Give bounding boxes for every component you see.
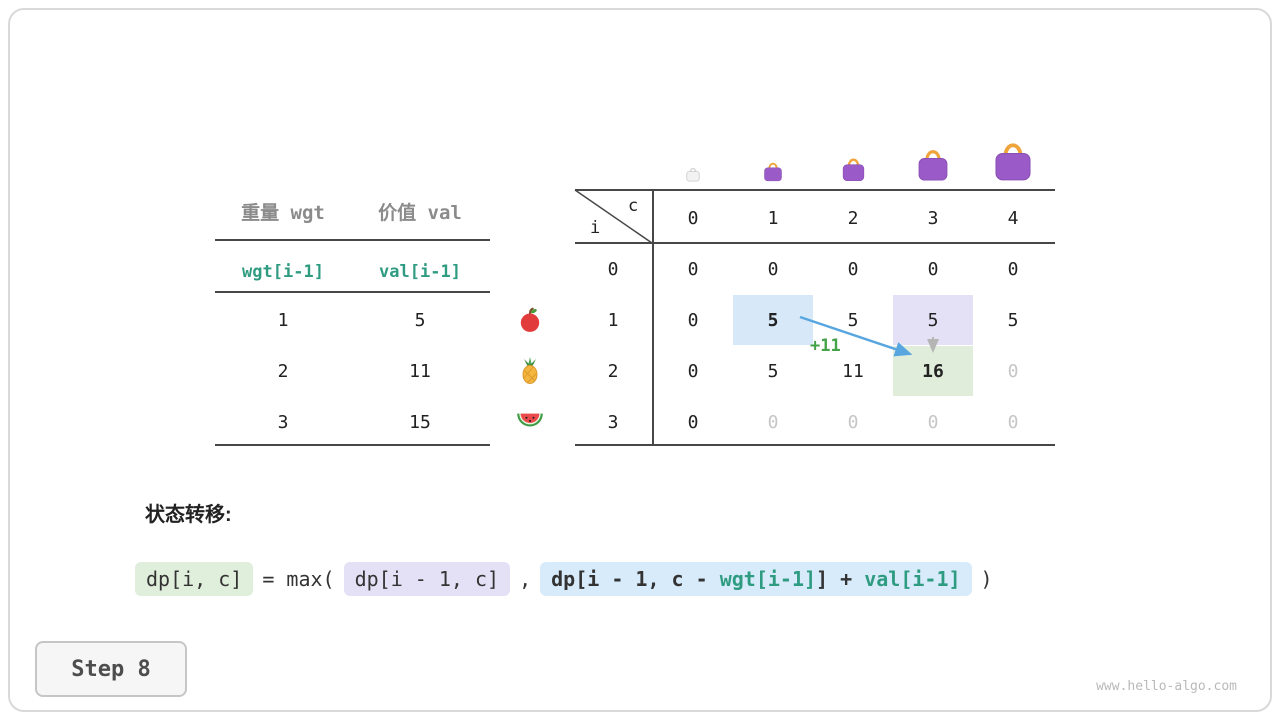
- dp-cell-0-1: 0: [767, 258, 779, 280]
- watermelon-icon: [516, 410, 544, 429]
- state-transition-label: 状态转移:: [145, 504, 232, 526]
- dp-cell-3-1: 0: [767, 411, 779, 433]
- dp-cell-0-3: 0: [927, 258, 939, 280]
- bag-empty-icon: [685, 165, 701, 182]
- dp-col-header-3: 3: [927, 207, 939, 229]
- formula-arg2-wgt: wgt[i-1]: [719, 567, 817, 591]
- dp-row-header-0: 0: [607, 258, 619, 280]
- dp-corner-col-var: c: [628, 196, 639, 216]
- dp-col-header-2: 2: [847, 207, 859, 229]
- dp-cell-1-1-highlighted-source: 5: [733, 295, 813, 345]
- item-row-2-value: 11: [409, 360, 431, 382]
- item-row-1-weight: 1: [277, 309, 289, 331]
- dp-cell-1-3-highlighted-above: 5: [893, 295, 973, 345]
- dp-table-rule-header: [575, 242, 1055, 244]
- formula-close-paren: ): [980, 567, 993, 591]
- dp-col-header-0: 0: [687, 207, 699, 229]
- formula-lhs: dp[i, c]: [135, 562, 254, 596]
- dp-table-rule-top: [575, 189, 1055, 191]
- formula-arg2-val: val[i-1]: [864, 567, 961, 591]
- dp-corner-row-var: i: [590, 218, 601, 238]
- dp-cell-2-3-current-result: 16: [893, 346, 973, 396]
- item-table-header-weight: 重量 wgt: [241, 201, 325, 224]
- item-row-3-value: 15: [409, 411, 431, 433]
- dp-col-header-1: 1: [767, 207, 779, 229]
- dp-table-rule-bottom: [575, 444, 1055, 446]
- dp-cell-3-0: 0: [687, 411, 699, 433]
- dp-cell-0-0: 0: [687, 258, 699, 280]
- formula-comma: ,: [519, 567, 532, 591]
- dp-cell-3-4: 0: [1007, 411, 1019, 433]
- plus-value-annotation: +11: [810, 336, 841, 356]
- dp-cell-3-2: 0: [847, 411, 859, 433]
- pineapple-icon: [517, 357, 543, 385]
- item-row-2-weight: 2: [277, 360, 289, 382]
- transition-formula: dp[i, c] = max( dp[i - 1, c] , dp[i - 1,…: [135, 562, 993, 596]
- item-table-var-val: val[i-1]: [379, 262, 461, 282]
- apple-icon: [517, 307, 543, 333]
- item-table-rule-top: [215, 239, 490, 241]
- item-table-header-value: 价值 val: [378, 201, 462, 224]
- formula-arg2-mid: ] +: [816, 567, 865, 591]
- bag-xlarge-icon: [991, 136, 1035, 182]
- dp-cell-2-4: 0: [1007, 360, 1019, 382]
- formula-arg2-prefix: dp[i - 1, c -: [551, 567, 720, 591]
- dp-row-header-3: 3: [607, 411, 619, 433]
- item-table-rule-bottom: [215, 444, 490, 446]
- dp-cell-1-0: 0: [687, 309, 699, 331]
- formula-arg1: dp[i - 1, c]: [343, 562, 511, 596]
- dp-row-header-2: 2: [607, 360, 619, 382]
- item-row-1-value: 5: [414, 309, 426, 331]
- dp-cell-2-1: 5: [767, 360, 779, 382]
- dp-row-header-1: 1: [607, 309, 619, 331]
- dp-cell-0-4: 0: [1007, 258, 1019, 280]
- dp-col-header-4: 4: [1007, 207, 1019, 229]
- step-indicator: Step 8: [35, 641, 187, 697]
- dp-cell-1-4: 5: [1007, 309, 1019, 331]
- item-table-var-wgt: wgt[i-1]: [242, 262, 324, 282]
- dp-cell-2-0: 0: [687, 360, 699, 382]
- dp-cell-0-2: 0: [847, 258, 859, 280]
- dp-cell-2-2: 11: [842, 360, 864, 382]
- formula-arg2: dp[i - 1, c - wgt[i-1]] + val[i-1]: [540, 562, 972, 596]
- formula-eq-max: = max(: [262, 567, 335, 591]
- item-row-3-weight: 3: [277, 411, 289, 433]
- bag-medium-icon: [840, 154, 867, 182]
- item-table-rule-mid: [215, 291, 490, 293]
- dp-table-rule-vertical: [652, 189, 654, 446]
- bag-small-icon: [762, 159, 784, 182]
- bag-large-icon: [915, 144, 951, 182]
- watermark-url: www.hello-algo.com: [1096, 679, 1237, 694]
- dp-cell-3-3: 0: [927, 411, 939, 433]
